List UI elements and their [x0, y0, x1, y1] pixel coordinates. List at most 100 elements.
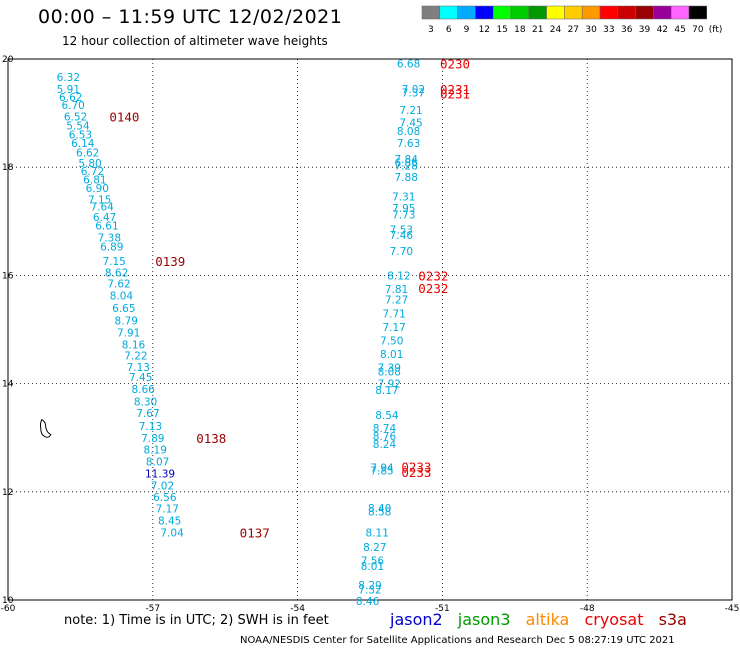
wave-height-value: 5.80 [78, 158, 101, 170]
wave-height-value: 7.17 [382, 322, 405, 334]
time-label: 0233 [401, 459, 431, 474]
wave-height-value: 7.13 [139, 421, 162, 433]
wave-height-value: 8.58 [368, 506, 391, 518]
colorbar-label: 21 [532, 25, 543, 35]
wave-height-value: 7.37 [402, 88, 425, 100]
wave-height-value: 8.19 [144, 445, 167, 457]
wave-height-value: 7.39 [378, 362, 401, 374]
wave-height-value: 7.70 [390, 246, 413, 258]
colorbar-label: 30 [585, 25, 597, 35]
y-tick-label: 14 [2, 380, 14, 390]
x-tick-label: -45 [725, 604, 740, 614]
colorbar-label: 33 [603, 25, 614, 35]
colorbar-label: 36 [621, 25, 633, 35]
legend-altika: altika [525, 610, 570, 629]
legend-cryosat: cryosat [584, 610, 644, 629]
wave-height-value: 7.28 [395, 161, 418, 173]
wave-height-value: 6.68 [397, 58, 420, 70]
y-tick-label: 20 [2, 55, 14, 65]
credit-line: NOAA/NESDIS Center for Satellite Applica… [240, 635, 675, 646]
wave-height-value: 7.17 [156, 504, 179, 516]
wave-height-value: 7.85 [370, 466, 393, 478]
wave-height-value: 7.02 [151, 480, 174, 492]
colorbar-label: 24 [550, 25, 562, 35]
wave-height-value: 8.74 [373, 423, 397, 435]
x-tick-label: -48 [580, 604, 595, 614]
wave-height-value: 7.64 [90, 202, 114, 214]
wave-height-value: 6.90 [86, 183, 109, 195]
colorbar-label: 6 [446, 25, 452, 35]
wave-height-value: 8.11 [366, 527, 389, 539]
colorbar-label: 9 [464, 25, 470, 35]
wave-height-value: 6.62 [59, 92, 82, 104]
wave-height-value: 8.27 [363, 542, 386, 554]
wave-height-value: 8.46 [356, 596, 380, 608]
wave-height-value: 8.01 [361, 561, 384, 573]
wave-height-value: 7.21 [399, 105, 422, 117]
x-tick-label: -57 [145, 604, 160, 614]
color-scale-bar: 3 6 9 12 15 18 21 24 27 30 33 36 39 42 45 70 (ft) [421, 5, 723, 35]
wave-height-value: 7.71 [382, 308, 405, 320]
wave-height-value: 6.89 [100, 242, 123, 254]
wave-height-value: 7.88 [395, 172, 418, 184]
wave-height-value: 6.70 [61, 100, 84, 112]
wave-height-value: 8.29 [358, 580, 381, 592]
wave-height-value: 8.01 [380, 349, 403, 361]
colorbar-label: 27 [568, 25, 579, 35]
wave-height-value: 7.81 [385, 284, 408, 296]
time-label: 0232 [418, 281, 448, 296]
wave-height-value: 7.02 [402, 84, 425, 96]
wave-height-value: 7.63 [397, 138, 420, 150]
wave-height-value: 5.91 [57, 84, 80, 96]
wave-height-value: 7.46 [390, 230, 414, 242]
time-label: 0233 [401, 465, 431, 480]
y-tick-label: 12 [2, 488, 13, 498]
wave-height-value: 6.65 [112, 303, 135, 315]
wave-height-value: 6.86 [395, 157, 419, 169]
wave-height-value: 7.56 [361, 556, 385, 568]
wave-height-value: 7.15 [102, 256, 125, 268]
chart-title: 00:00 – 11:59 UTC 12/02/2021 [38, 6, 343, 28]
wave-height-value: 7.04 [160, 527, 184, 539]
wave-height-value: 8.04 [110, 290, 134, 302]
satellite-legend: jason2 jason3 altika cryosat s3a [390, 610, 697, 629]
colorbar-label: 12 [479, 25, 490, 35]
time-label: 0231 [440, 82, 470, 97]
wave-height-value: 7.13 [127, 362, 150, 374]
wave-height-value: 7.50 [380, 335, 403, 347]
colorbar-unit: (ft) [709, 25, 723, 35]
wave-height-value: 7.31 [392, 191, 415, 203]
x-tick-label: -51 [435, 604, 450, 614]
colorbar-label: 70 [692, 25, 704, 35]
wave-height-value: 8.66 [131, 384, 155, 396]
x-tick-label: -60 [1, 604, 16, 614]
time-label: 0231 [440, 87, 470, 102]
wave-height-value: 8.24 [373, 439, 397, 451]
wave-height-value: 8.40 [368, 503, 391, 515]
time-label: 0139 [155, 254, 185, 269]
wave-height-value: 8.17 [375, 385, 398, 397]
wave-height-value: 6.61 [95, 221, 118, 233]
wave-height-value: 7.84 [395, 154, 419, 166]
wave-height-value: 6.81 [83, 175, 106, 187]
wave-height-value: 6.32 [57, 72, 80, 84]
colorbar-label: 3 [428, 25, 434, 35]
wave-height-value: 8.12 [387, 270, 410, 282]
wave-height-value: 7.53 [390, 224, 413, 236]
wave-height-value: 6.14 [71, 138, 95, 150]
island-outline [39, 418, 52, 438]
time-label: 0232 [418, 268, 448, 283]
wave-height-value: 6.53 [69, 130, 92, 142]
wave-height-value: 8.62 [105, 268, 128, 280]
wave-height-value: 7.73 [392, 209, 415, 221]
wave-height-value: 7.91 [117, 328, 140, 340]
wave-height-value: 7.95 [392, 203, 415, 215]
wave-height-value: 7.15 [88, 195, 111, 207]
wave-height-value: 8.08 [397, 126, 420, 138]
wave-height-value: 7.22 [124, 350, 147, 362]
time-label: 0230 [440, 56, 470, 71]
y-tick-label: 10 [2, 596, 14, 606]
legend-jason2: jason2 [390, 610, 443, 629]
wave-height-value: 6.47 [93, 212, 116, 224]
x-tick-label: -54 [290, 604, 305, 614]
